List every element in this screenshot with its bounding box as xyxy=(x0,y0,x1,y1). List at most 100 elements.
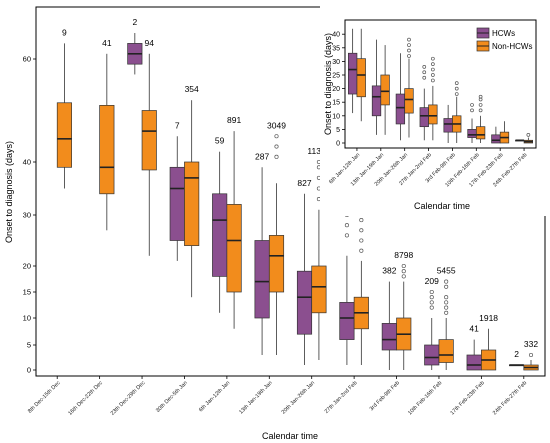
main-y-tick-label: 20 xyxy=(23,262,31,271)
legend-label: Non-HCWs xyxy=(492,42,532,51)
main-count-label: 332 xyxy=(524,339,538,349)
main-outlier xyxy=(401,269,406,274)
main-outlier xyxy=(528,352,534,358)
main-x-tick-label: 27th Jan-2nd Feb xyxy=(324,380,359,415)
inset-box xyxy=(395,93,406,125)
inset-y-tick-label: 15 xyxy=(332,100,340,107)
inset-outlier xyxy=(454,92,459,96)
main-outlier xyxy=(401,263,406,269)
inset-outlier xyxy=(478,94,483,99)
main-y-axis: 0 5 10 15 20 30 40 60 xyxy=(23,55,36,375)
inset-outlier xyxy=(470,108,474,113)
inset-outlier xyxy=(431,78,435,83)
main-count-label: 59 xyxy=(215,136,225,146)
inset-outlier xyxy=(470,103,474,107)
inset-y-axis-title: Onset to diagnosis (days) xyxy=(323,33,333,135)
main-x-tick-label: 13th Jan-19th Jan xyxy=(238,380,273,415)
main-x-tick-label: 17th Feb-23th Feb xyxy=(450,380,486,416)
main-outlier xyxy=(359,248,364,253)
main-y-tick-label: 30 xyxy=(23,211,31,220)
inset-legend: HCWs Non-HCWs xyxy=(476,27,532,52)
main-x-tick-label: 30th Dec-5th Jan xyxy=(155,380,189,414)
main-box xyxy=(212,193,228,277)
main-box xyxy=(339,302,355,340)
main-box xyxy=(141,110,157,171)
inset-outlier xyxy=(478,103,483,107)
main-outlier xyxy=(429,305,434,310)
main-box xyxy=(226,204,242,293)
main-x-axis-title: Calendar time xyxy=(262,431,318,441)
inset-box xyxy=(419,107,429,128)
inset-box xyxy=(443,118,453,133)
main-outlier xyxy=(359,228,364,233)
inset-plot-frame xyxy=(344,19,537,149)
main-x-tick-label: 8th Dec-15th Dec xyxy=(27,380,62,415)
main-outlier xyxy=(429,289,434,295)
inset-y-tick-label: 25 xyxy=(332,73,340,80)
main-outlier xyxy=(274,154,279,159)
main-x-tick-label: 24th Feb-27th Feb xyxy=(492,380,528,416)
main-outlier xyxy=(429,300,434,305)
main-box xyxy=(466,354,482,371)
main-box xyxy=(254,240,270,319)
main-box xyxy=(296,270,313,335)
main-count-label: 11307 xyxy=(307,146,330,156)
main-count-label: 5455 xyxy=(437,266,456,276)
main-y-tick-label: 10 xyxy=(23,314,31,323)
main-outlier xyxy=(359,218,364,223)
inset-y-tick-label: 0 xyxy=(336,141,340,148)
main-count-label: 94 xyxy=(145,38,155,48)
inset-outlier xyxy=(431,56,435,61)
inset-y-tick-label: 20 xyxy=(332,86,340,93)
inset-outlier xyxy=(407,54,411,58)
inset-y-axis: 0 5 10 15 20 25 30 35 40 xyxy=(332,32,345,148)
main-y-axis-title: Onset to diagnosis (days) xyxy=(4,141,14,243)
main-outlier xyxy=(274,144,279,149)
main-outlier xyxy=(444,305,449,310)
inset-box xyxy=(428,104,438,125)
main-outlier xyxy=(444,295,449,300)
main-count-label: 209 xyxy=(425,276,439,286)
inset-y-tick-label: 40 xyxy=(332,32,340,39)
inset-y-tick-label: 35 xyxy=(332,45,340,52)
main-count-label: 2 xyxy=(132,17,137,27)
main-y-tick-label: 5 xyxy=(27,341,31,350)
inset-outlier xyxy=(422,70,427,75)
inset-outlier xyxy=(431,67,435,72)
main-count-label: 354 xyxy=(185,84,199,94)
inset-box xyxy=(475,126,486,140)
inset-outlier xyxy=(478,108,483,113)
inset-outlier xyxy=(526,132,531,137)
main-y-tick-label: 40 xyxy=(23,158,31,167)
main-count-label: 8798 xyxy=(394,250,413,260)
main-count-label: 41 xyxy=(102,38,112,48)
inset-y-tick-label: 5 xyxy=(336,127,340,134)
inset-outlier xyxy=(454,86,459,91)
main-outlier xyxy=(444,279,449,284)
inset-outlier xyxy=(407,43,411,47)
inset-outlier xyxy=(422,75,427,80)
main-y-tick-label: 15 xyxy=(23,288,31,297)
inset-box xyxy=(371,85,382,117)
main-y-tick-label: 0 xyxy=(27,366,31,375)
inset-y-tick-label: 10 xyxy=(332,113,340,120)
main-count-label: 287 xyxy=(255,151,269,161)
main-box xyxy=(438,339,454,363)
main-y-tick-label: 60 xyxy=(23,55,31,64)
main-box xyxy=(381,323,397,351)
main-box xyxy=(311,265,327,314)
inset-box xyxy=(404,88,414,114)
main-box xyxy=(99,104,115,195)
main-outlier xyxy=(274,134,279,139)
inset-box xyxy=(347,52,358,95)
main-count-label: 41 xyxy=(469,324,479,334)
inset-box xyxy=(467,129,477,138)
legend-label: HCWs xyxy=(492,29,515,38)
main-outlier xyxy=(401,274,406,279)
main-x-tick-label: 10th Feb-16th Feb xyxy=(407,380,443,416)
main-outlier xyxy=(359,238,364,243)
main-box xyxy=(184,161,200,246)
main-count-label: 827 xyxy=(297,178,311,188)
